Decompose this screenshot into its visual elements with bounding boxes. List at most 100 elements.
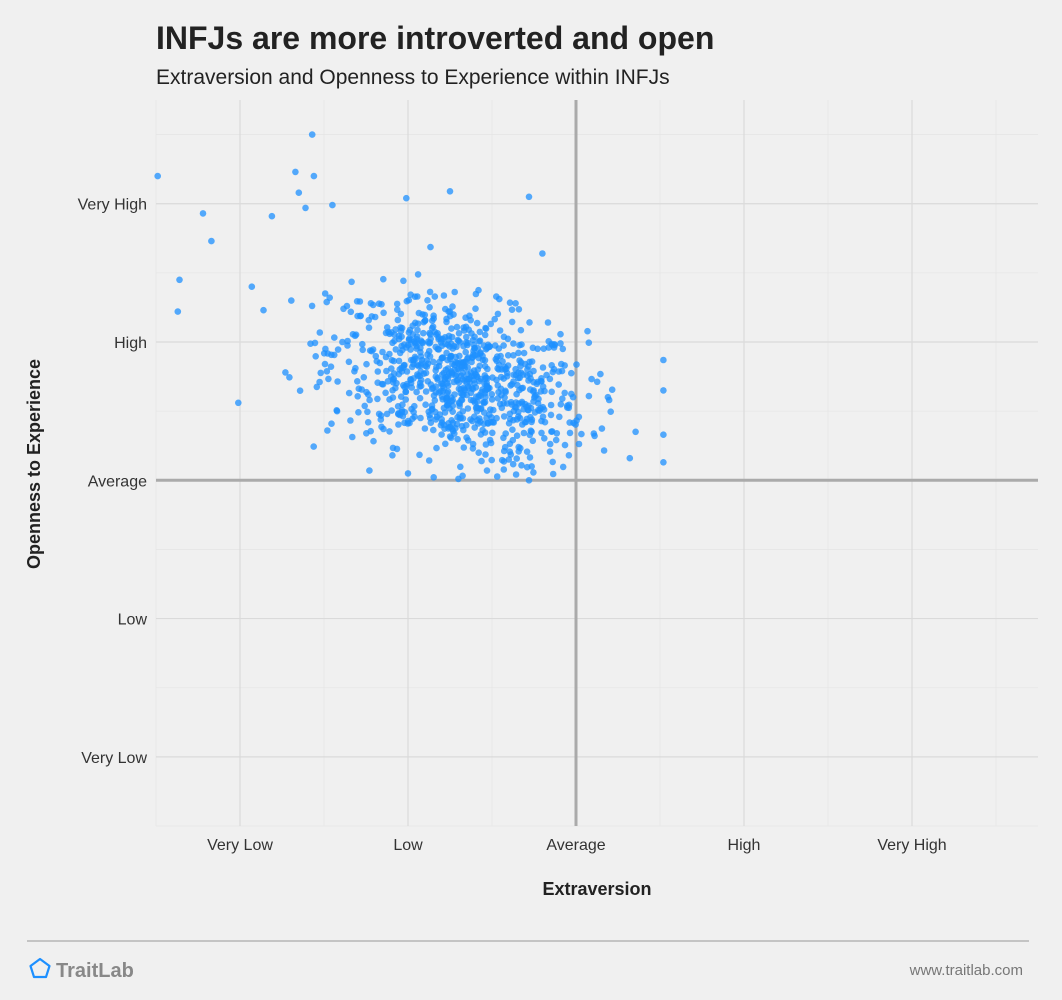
scatter-point [600, 447, 608, 454]
scatter-point [448, 325, 455, 332]
scatter-point [527, 427, 535, 435]
scatter-point [154, 172, 161, 180]
scatter-point [463, 434, 470, 441]
scatter-point [565, 404, 573, 412]
scatter-point [383, 367, 390, 375]
x-tick-label: High [728, 837, 761, 854]
scatter-point [534, 400, 542, 407]
scatter-point [400, 362, 408, 369]
scatter-point [288, 297, 295, 304]
scatter-point [499, 358, 506, 365]
chart-subtitle: Extraversion and Openness to Experience … [156, 66, 670, 89]
scatter-point [486, 436, 494, 444]
scatter-point [334, 346, 342, 353]
scatter-point [530, 367, 537, 375]
scatter-point [476, 337, 484, 345]
scatter-point [509, 426, 516, 434]
scatter-point [436, 358, 443, 366]
scatter-point [302, 204, 309, 212]
scatter-point [482, 441, 490, 448]
scatter-point [513, 455, 520, 462]
scatter-point [484, 420, 492, 427]
scatter-point [494, 310, 502, 318]
minor-gridlines [155, 100, 1038, 827]
scatter-point [446, 188, 454, 195]
scatter-point [541, 418, 549, 426]
scatter-point [400, 277, 407, 285]
scatter-point [334, 378, 341, 385]
scatter-point [467, 396, 475, 404]
traitlab-logo[interactable]: TraitLab [29, 957, 134, 982]
scatter-point [529, 437, 537, 445]
scatter-point [411, 293, 419, 301]
scatter-point [476, 415, 483, 422]
scatter-point [465, 385, 473, 392]
scatter-point [481, 331, 489, 339]
scatter-point [497, 373, 505, 381]
reference-lines [156, 100, 1038, 826]
scatter-point [472, 404, 480, 412]
scatter-point [539, 250, 546, 257]
scatter-point [530, 469, 537, 476]
scatter-point [493, 414, 500, 422]
scatter-point [463, 333, 470, 341]
scatter-point [508, 306, 516, 314]
scatter-point [559, 345, 567, 353]
scatter-point [174, 308, 182, 315]
scatter-point [555, 381, 562, 388]
scatter-point [388, 329, 395, 336]
scatter-point [345, 389, 353, 397]
scatter-point [452, 359, 459, 366]
scatter-point [541, 435, 548, 442]
scatter-point [515, 349, 522, 357]
scatter-point [260, 306, 267, 314]
scatter-point [487, 320, 495, 328]
scatter-point [516, 374, 523, 382]
scatter-point [514, 381, 521, 389]
scatter-point [383, 324, 391, 331]
scatter-point [308, 302, 316, 310]
scatter-point [455, 330, 463, 337]
scatter-point [353, 298, 361, 305]
scatter-point [394, 306, 401, 314]
site-url[interactable]: www.traitlab.com [909, 962, 1023, 979]
scatter-point [426, 329, 433, 337]
scatter-point [457, 414, 465, 422]
scatter-point [477, 350, 484, 357]
scatter-point [429, 358, 437, 366]
scatter-point [476, 328, 484, 336]
scatter-point [248, 283, 256, 291]
scatter-point [422, 388, 430, 395]
scatter-point [561, 441, 569, 449]
scatter-point [528, 416, 536, 424]
scatter-point [517, 444, 524, 452]
scatter-point [438, 431, 445, 438]
scatter-point [568, 369, 575, 377]
scatter-point [489, 429, 496, 437]
scatter-point [326, 294, 334, 302]
scatter-point [539, 403, 547, 411]
scatter-point [199, 210, 207, 217]
scatter-point [343, 302, 351, 310]
scatter-point [470, 341, 478, 349]
x-axis-ticks: Very Low Low Average High Very High [207, 837, 947, 854]
scatter-point [235, 399, 242, 407]
scatter-point [478, 389, 485, 396]
scatter-point [537, 377, 545, 385]
scatter-point [459, 391, 466, 398]
scatter-point [473, 319, 481, 327]
major-gridlines [156, 100, 1038, 826]
scatter-point [530, 388, 537, 396]
scatter-point [430, 312, 437, 320]
scatter-point [388, 407, 396, 414]
scatter-point [426, 288, 434, 296]
scatter-point [440, 404, 448, 412]
scatter-point [316, 378, 323, 386]
scatter-point [331, 351, 338, 359]
scatter-point [469, 351, 477, 358]
scatter-point [516, 414, 524, 422]
y-tick-label: High [114, 335, 147, 352]
scatter-point [456, 400, 464, 407]
scatter-point [496, 400, 504, 408]
scatter-point [295, 189, 303, 196]
